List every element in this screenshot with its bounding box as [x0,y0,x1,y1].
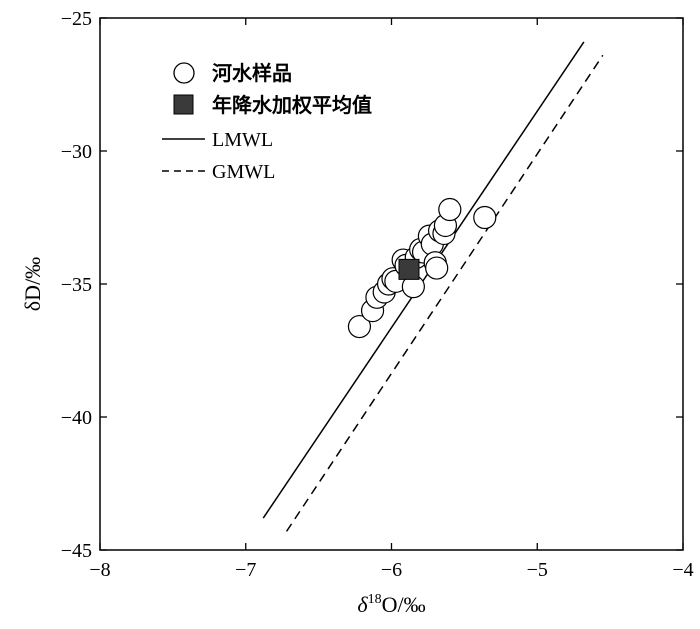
x-tick-label: −6 [381,559,402,581]
legend-marker-river [173,62,195,84]
river-sample-point [438,197,462,222]
x-axis-title-delta: δ [357,592,368,617]
y-tick-label: −25 [61,8,92,30]
legend-label-lmwl: LMWL [212,129,273,151]
x-tick-label: −5 [527,559,548,581]
axis-ticks [99,17,684,551]
gmwl-line [285,54,604,532]
x-axis-title: δ18O/‰ [357,592,425,617]
precip-mean-point [398,258,420,280]
river-sample-point [425,256,449,280]
x-tick-label: −4 [672,559,693,581]
x-tick-label: −8 [89,559,110,581]
y-tick-label: −30 [61,141,92,163]
legend-label-gmwl: GMWL [212,161,275,183]
legend-marker-precip [173,94,194,115]
data-points [347,197,497,339]
river-sample-point [473,205,497,230]
legend-label-river: 河水样品 [212,61,292,85]
lmwl-line [262,41,585,519]
y-tick-label: −45 [61,540,92,562]
tick-labels: −8 −7 −6 −5 −4 −45 −40 −35 −30 −25 [61,8,694,581]
y-axis-title: δD/‰ [20,257,45,311]
x-tick-label: −7 [235,559,256,581]
x-axis-title-sup: 18 [368,592,382,607]
y-tick-label: −40 [61,407,92,429]
y-tick-label: −35 [61,274,92,296]
river-sample-point [347,314,372,339]
legend: 河水样品 年降水加权平均值 LMWL GMWL [162,61,372,183]
legend-label-precip: 年降水加权平均值 [212,93,372,117]
reference-lines [262,41,604,532]
x-axis-title-rest: O/‰ [382,592,426,617]
